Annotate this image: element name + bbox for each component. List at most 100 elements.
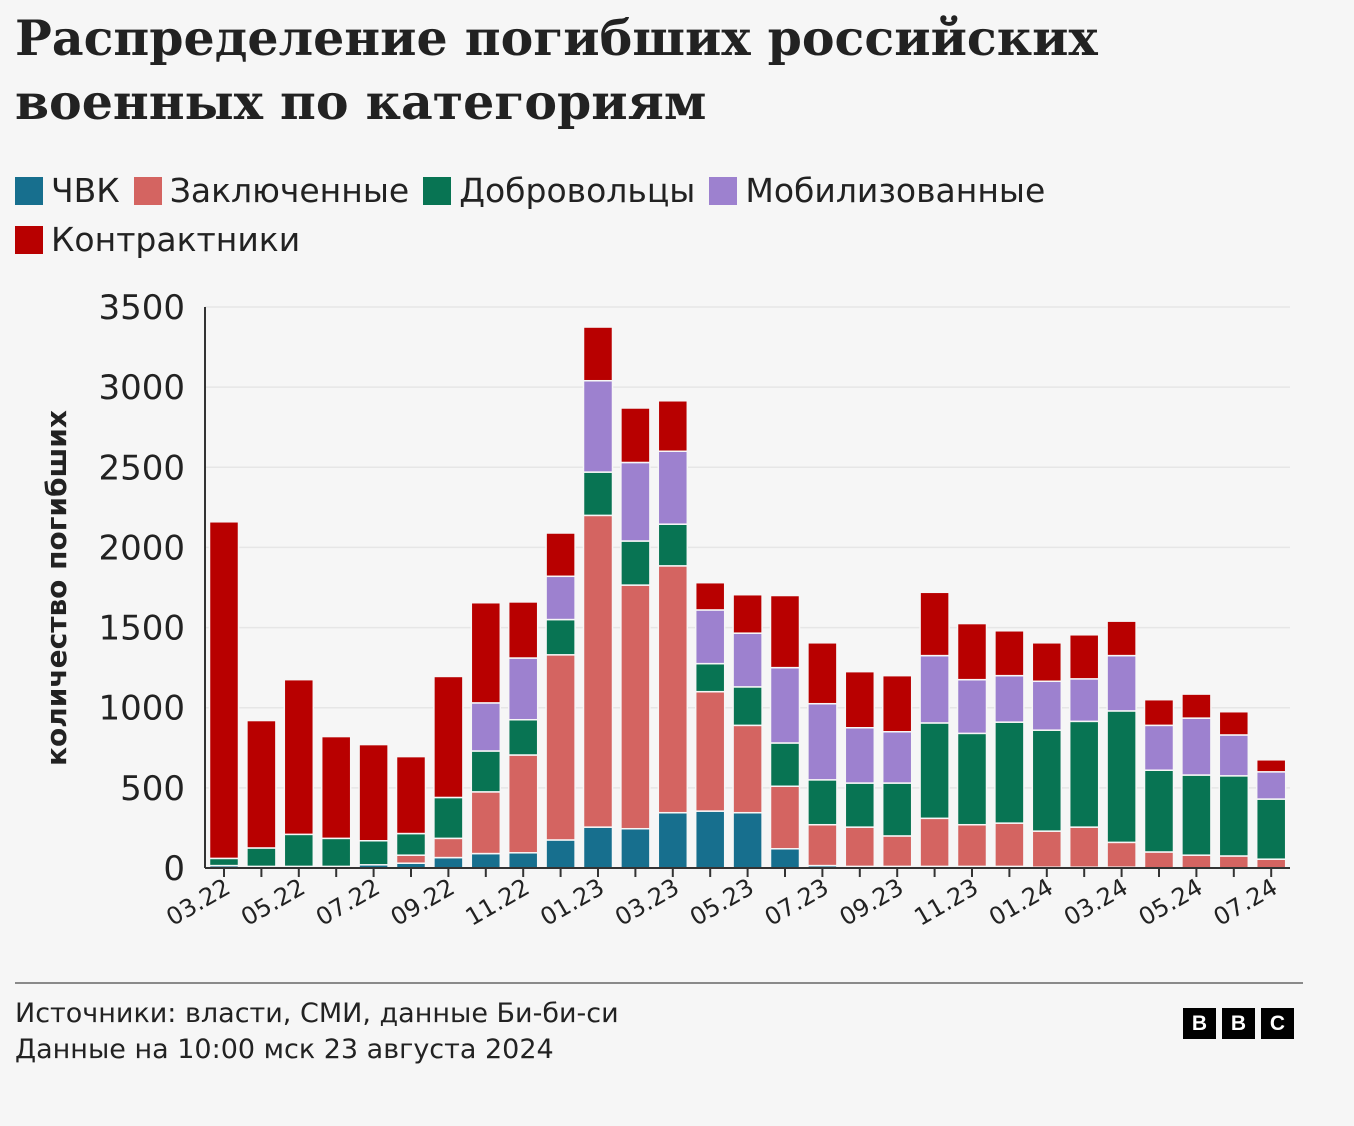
- bar-segment: [1106, 710, 1137, 844]
- bar-segment: [769, 848, 801, 869]
- bar-segment: [395, 755, 427, 835]
- bar-segment: [807, 823, 838, 867]
- y-tick-label: 2000: [98, 528, 185, 568]
- bar-segment: [1143, 769, 1175, 853]
- bar-segment: [1143, 698, 1175, 727]
- bar-segment: [919, 817, 950, 868]
- bar-segment: [470, 791, 502, 855]
- x-tick-label: 07.24: [1209, 873, 1283, 932]
- bar-segment: [1218, 710, 1250, 736]
- bar-segment: [1068, 826, 1100, 868]
- bar-segment: [1068, 678, 1100, 723]
- legend-item: Мобилизованные: [709, 168, 1045, 214]
- bar-segment: [694, 810, 726, 869]
- footer-divider: [15, 982, 1303, 984]
- bar-segment: [1218, 775, 1250, 857]
- bar-segment: [395, 854, 427, 864]
- bar-segment: [657, 565, 689, 814]
- bar-segment: [1068, 720, 1100, 828]
- bar-segment: [994, 674, 1025, 723]
- bar-segment: [545, 654, 576, 841]
- source-note: Источники: власти, СМИ, данные Би-би-си: [15, 998, 619, 1029]
- bar-segment: [807, 779, 838, 826]
- bar-segment: [433, 856, 464, 869]
- legend-label: ЧВК: [51, 171, 120, 210]
- bar-segment: [657, 450, 689, 525]
- legend-label: Мобилизованные: [745, 171, 1046, 210]
- bar-segment: [545, 618, 576, 656]
- legend-swatch: [423, 177, 452, 205]
- legend-item: Заключенные: [133, 168, 410, 214]
- bar-segment: [1255, 798, 1287, 860]
- bar-segment: [694, 690, 726, 812]
- bar-segment: [732, 686, 763, 727]
- bar-segment: [208, 857, 240, 867]
- bar-segment: [246, 719, 277, 849]
- bar-segment: [694, 609, 726, 665]
- bar-segment: [694, 581, 726, 611]
- bar-segment: [1143, 724, 1175, 771]
- y-axis-label: количество погибших: [40, 410, 73, 766]
- x-tick-label: 09.22: [386, 873, 460, 932]
- legend-item: Добровольцы: [423, 168, 695, 214]
- y-tick-label: 3000: [98, 368, 185, 408]
- bar-segment: [844, 826, 876, 868]
- y-tick-label: 500: [120, 769, 185, 809]
- bar-segment: [507, 754, 539, 854]
- bar-segment: [956, 678, 988, 735]
- chart: 0 500 1000 1500 2000 2500 3000 3500 количество п…: [40, 288, 1290, 932]
- bar-segment: [844, 670, 876, 729]
- bar-segment: [545, 839, 576, 869]
- bar-segment: [881, 835, 913, 868]
- bar-segment: [769, 742, 801, 788]
- bar-segment: [994, 721, 1025, 824]
- bar-segment: [545, 575, 576, 621]
- bar-segment: [433, 837, 464, 859]
- bar-segment: [807, 642, 838, 705]
- bar-segment: [582, 471, 614, 517]
- chart-title: Распределение погибших российских военны…: [15, 9, 1098, 131]
- bar-segment: [1106, 841, 1137, 868]
- bar-segment: [1255, 759, 1287, 773]
- bar-segment: [620, 540, 651, 586]
- bar-segment: [470, 601, 502, 704]
- x-tick-label: 11.23: [909, 873, 983, 932]
- legend-label: Контрактники: [51, 220, 301, 259]
- bar-segment: [1181, 774, 1212, 856]
- bar-segment: [358, 743, 389, 842]
- bar-segment: [1143, 851, 1175, 869]
- bar-segment: [246, 847, 277, 868]
- bar-segment: [732, 593, 763, 634]
- bar-segment: [1181, 717, 1212, 776]
- x-tick-label: 05.23: [685, 873, 759, 932]
- bar-segment: [844, 727, 876, 784]
- x-tick-label: 07.23: [760, 873, 834, 932]
- bar-segment: [994, 630, 1025, 677]
- bar-segment: [507, 852, 539, 869]
- bar-segment: [657, 523, 689, 567]
- bar-segment: [919, 591, 950, 657]
- bar-segment: [582, 326, 614, 382]
- bar-segment: [956, 622, 988, 681]
- bar-segment: [769, 666, 801, 744]
- bar-segment: [1031, 642, 1063, 683]
- bar-segment: [881, 731, 913, 784]
- bar-segment: [507, 657, 539, 721]
- bar-segment: [208, 521, 240, 860]
- bar-segment: [582, 826, 614, 869]
- bar-segment: [582, 379, 614, 473]
- bar-segment: [620, 407, 651, 464]
- legend-label: Заключенные: [169, 171, 410, 210]
- legend-item: ЧВК: [15, 168, 120, 214]
- bar-segment: [358, 840, 389, 866]
- x-tick-label: 09.23: [835, 873, 909, 932]
- bar-segment: [657, 811, 689, 869]
- y-tick-label: 0: [163, 849, 185, 889]
- bar-segment: [395, 832, 427, 856]
- legend: ЧВК Заключенные Добровольцы Мобилизованные К…: [15, 168, 1335, 266]
- bar-segment: [1031, 830, 1063, 868]
- legend-swatch: [15, 177, 43, 205]
- bar-segment: [807, 702, 838, 781]
- bar-segment: [1255, 771, 1287, 800]
